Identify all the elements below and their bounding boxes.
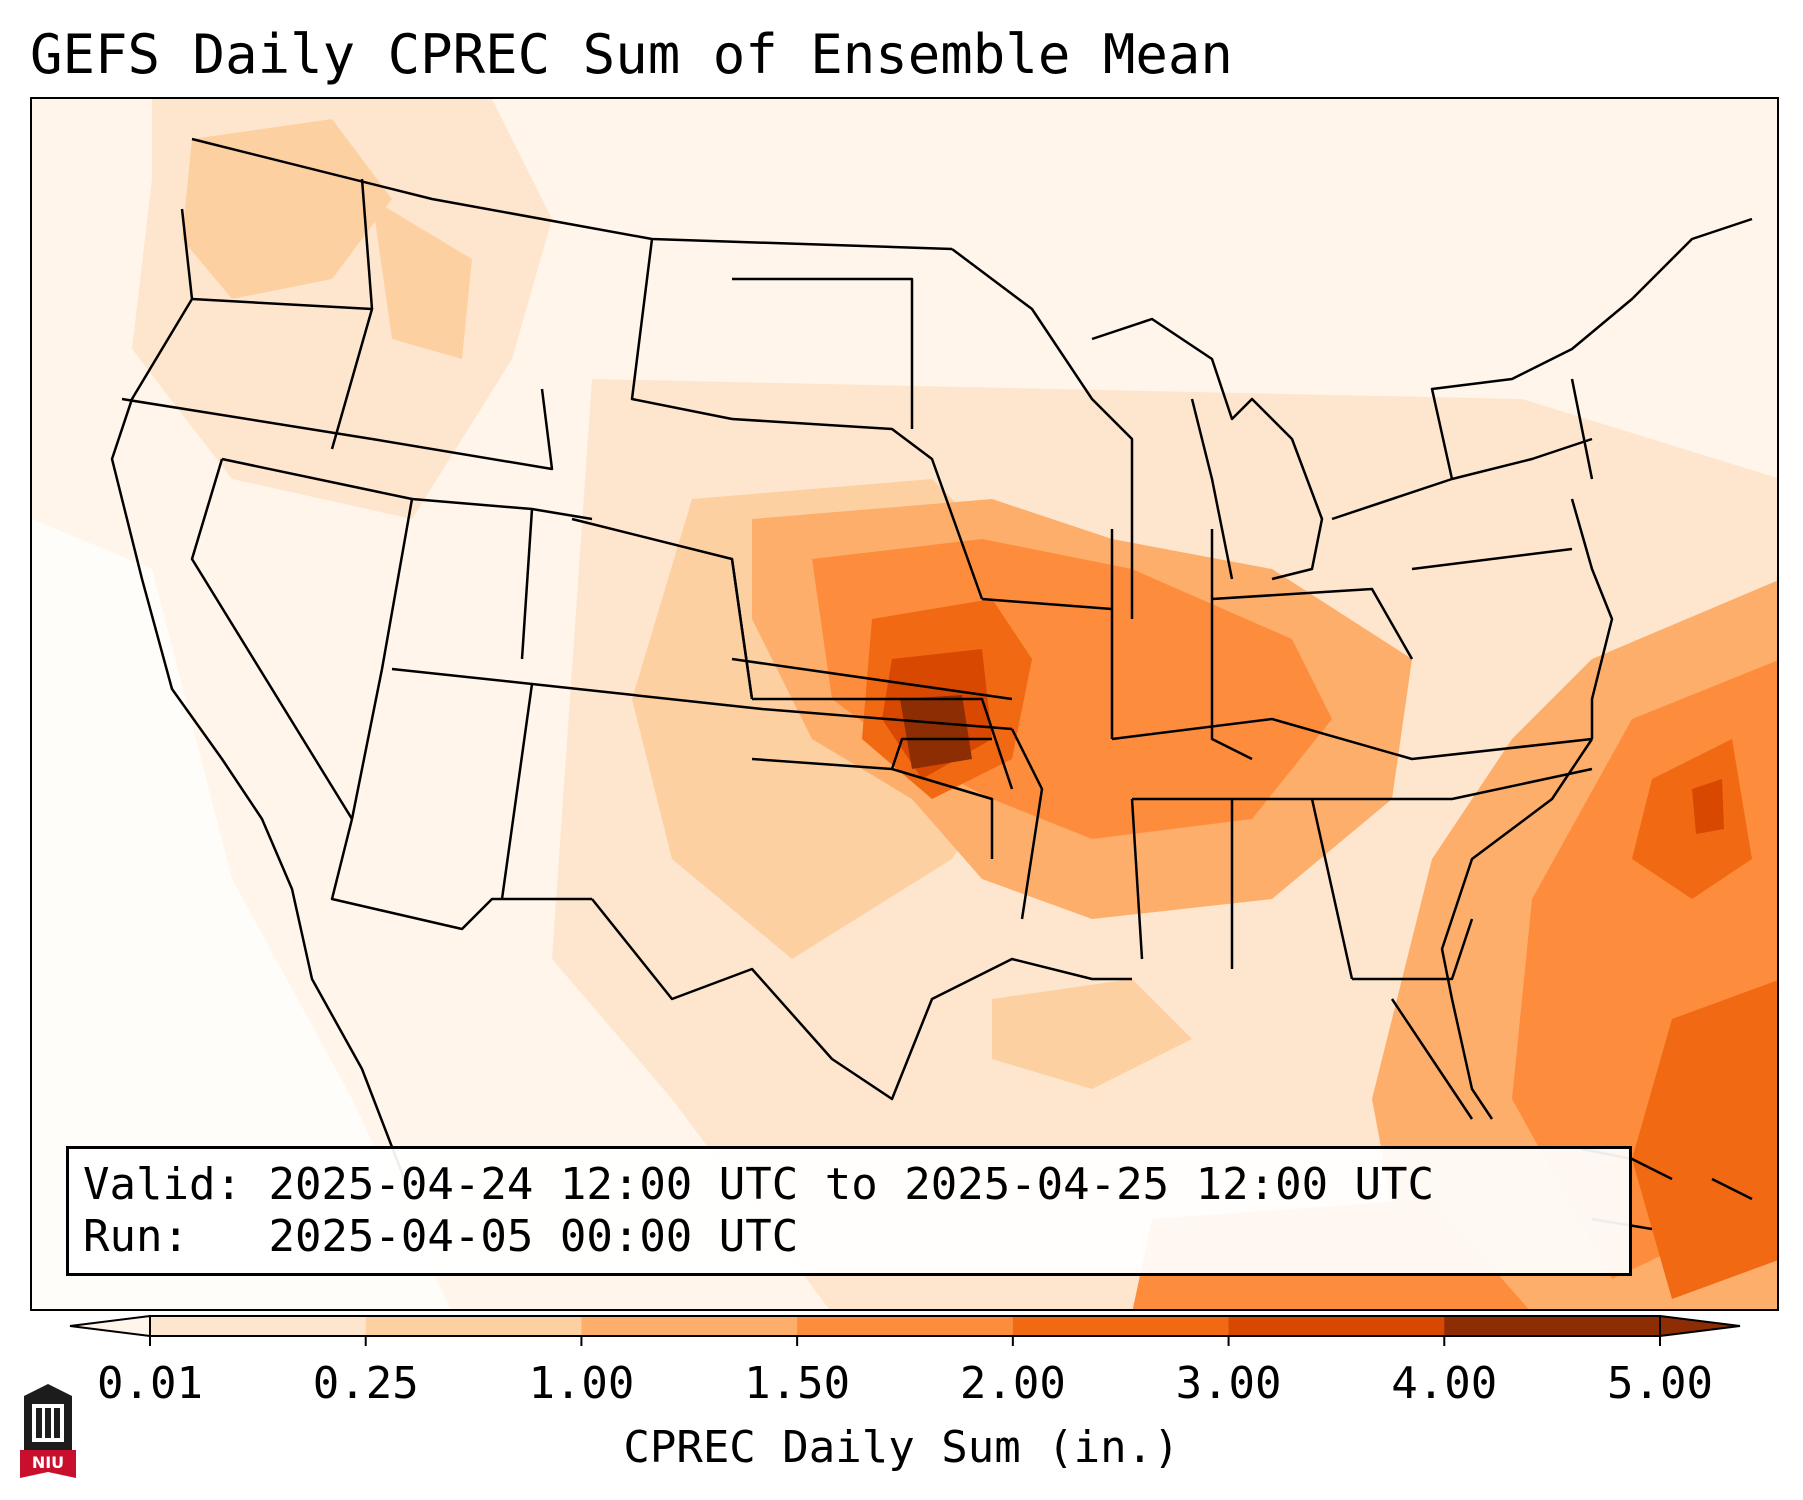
colorbar-segment bbox=[150, 1316, 367, 1336]
valid-line: Valid: 2025-04-24 12:00 UTC to 2025-04-2… bbox=[83, 1159, 1615, 1211]
colorbar-tick-label: 4.00 bbox=[1391, 1358, 1498, 1409]
colorbar-extend-low bbox=[69, 1314, 151, 1338]
colorbar bbox=[69, 1314, 1741, 1346]
colorbar-segment bbox=[1228, 1316, 1445, 1336]
colorbar-tick-label: 1.50 bbox=[744, 1358, 851, 1409]
colorbar-segment bbox=[581, 1316, 798, 1336]
valid-label: Valid: bbox=[83, 1159, 242, 1210]
colorbar-tick-label: 3.00 bbox=[1175, 1358, 1282, 1409]
valid-value: 2025-04-24 12:00 UTC to 2025-04-25 12:00… bbox=[268, 1159, 1435, 1210]
precip-shading bbox=[32, 99, 1777, 1309]
colorbar-tick-label: 1.00 bbox=[528, 1358, 635, 1409]
colorbar-tick-label: 0.01 bbox=[97, 1358, 203, 1409]
colorbar-extend-high bbox=[1659, 1314, 1741, 1338]
run-label: Run: bbox=[83, 1211, 189, 1262]
colorbar-outline bbox=[149, 1315, 1661, 1337]
colorbar-label: CPREC Daily Sum (in.) bbox=[623, 1422, 1180, 1473]
niu-logo-text: NIU bbox=[31, 1453, 65, 1472]
run-line: Run: 2025-04-05 00:00 UTC bbox=[83, 1211, 1615, 1263]
colorbar-tick-label: 2.00 bbox=[959, 1358, 1066, 1409]
colorbar-segment bbox=[797, 1316, 1014, 1336]
colorbar-segment bbox=[365, 1316, 582, 1336]
colorbar-tick-label: 0.25 bbox=[312, 1358, 419, 1409]
colorbar-segment bbox=[1444, 1316, 1661, 1336]
precip-map bbox=[32, 99, 1777, 1309]
state-borders bbox=[110, 137, 1753, 1200]
run-value: 2025-04-05 00:00 UTC bbox=[268, 1211, 799, 1262]
colorbar-segment bbox=[1012, 1316, 1230, 1336]
map-panel bbox=[30, 97, 1779, 1311]
colorbar-tick-label: 5.00 bbox=[1607, 1358, 1713, 1409]
map-title: GEFS Daily CPREC Sum of Ensemble Mean bbox=[30, 23, 1233, 86]
valid-time-box: Valid: 2025-04-24 12:00 UTC to 2025-04-2… bbox=[66, 1146, 1632, 1276]
niu-logo-icon bbox=[20, 1384, 76, 1478]
